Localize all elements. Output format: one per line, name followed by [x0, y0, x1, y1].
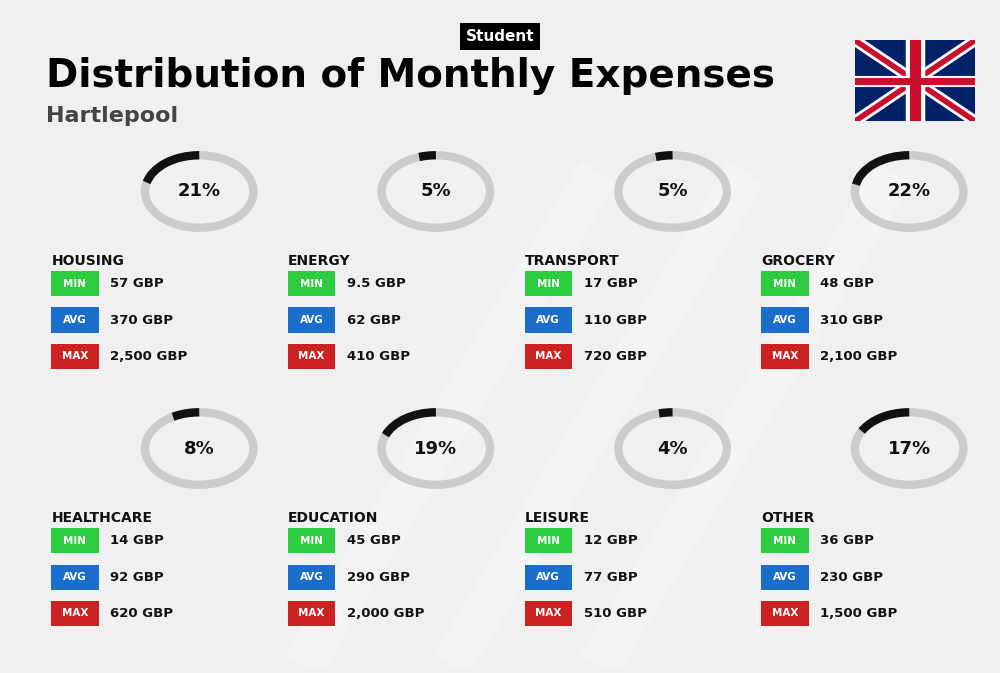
FancyBboxPatch shape [525, 308, 572, 332]
FancyBboxPatch shape [761, 344, 809, 369]
Text: Student: Student [466, 29, 534, 44]
Text: HEALTHCARE: HEALTHCARE [51, 511, 152, 525]
Text: 5%: 5% [421, 182, 451, 201]
Text: 2,100 GBP: 2,100 GBP [820, 350, 898, 363]
FancyBboxPatch shape [288, 528, 335, 553]
Text: EDUCATION: EDUCATION [288, 511, 378, 525]
Text: AVG: AVG [773, 572, 797, 582]
Text: MAX: MAX [62, 608, 88, 618]
FancyBboxPatch shape [288, 601, 335, 626]
Text: LEISURE: LEISURE [525, 511, 590, 525]
Text: 8%: 8% [184, 439, 215, 458]
Text: 110 GBP: 110 GBP [584, 314, 647, 326]
FancyBboxPatch shape [288, 344, 335, 369]
FancyBboxPatch shape [761, 528, 809, 553]
Text: 5%: 5% [657, 182, 688, 201]
Text: MIN: MIN [300, 536, 323, 546]
Text: 720 GBP: 720 GBP [584, 350, 647, 363]
FancyBboxPatch shape [525, 528, 572, 553]
Text: HOUSING: HOUSING [51, 254, 124, 268]
Text: 510 GBP: 510 GBP [584, 607, 647, 620]
Text: 57 GBP: 57 GBP [110, 277, 164, 290]
Text: MIN: MIN [537, 279, 560, 289]
Text: 2,500 GBP: 2,500 GBP [110, 350, 188, 363]
Text: Hartlepool: Hartlepool [46, 106, 179, 126]
Text: AVG: AVG [773, 315, 797, 325]
Text: 1,500 GBP: 1,500 GBP [820, 607, 898, 620]
Text: MAX: MAX [535, 351, 562, 361]
Text: MIN: MIN [300, 279, 323, 289]
FancyBboxPatch shape [51, 565, 99, 590]
Text: 21%: 21% [178, 182, 221, 201]
Text: MIN: MIN [63, 536, 86, 546]
Text: MAX: MAX [772, 351, 798, 361]
Text: ENERGY: ENERGY [288, 254, 351, 268]
FancyBboxPatch shape [761, 601, 809, 626]
Text: TRANSPORT: TRANSPORT [525, 254, 619, 268]
Text: 92 GBP: 92 GBP [110, 571, 164, 583]
Text: 9.5 GBP: 9.5 GBP [347, 277, 406, 290]
FancyBboxPatch shape [51, 308, 99, 332]
Text: 290 GBP: 290 GBP [347, 571, 410, 583]
Text: 45 GBP: 45 GBP [347, 534, 401, 547]
Text: AVG: AVG [63, 315, 87, 325]
FancyBboxPatch shape [288, 271, 335, 296]
Text: MAX: MAX [298, 608, 325, 618]
Text: 62 GBP: 62 GBP [347, 314, 401, 326]
Text: 36 GBP: 36 GBP [820, 534, 874, 547]
Text: 4%: 4% [657, 439, 688, 458]
FancyBboxPatch shape [525, 565, 572, 590]
Text: MIN: MIN [773, 279, 796, 289]
Text: MAX: MAX [535, 608, 562, 618]
Text: 370 GBP: 370 GBP [110, 314, 173, 326]
Text: 48 GBP: 48 GBP [820, 277, 874, 290]
Text: 12 GBP: 12 GBP [584, 534, 637, 547]
Text: 19%: 19% [414, 439, 457, 458]
FancyBboxPatch shape [51, 344, 99, 369]
Text: MIN: MIN [537, 536, 560, 546]
Text: 17 GBP: 17 GBP [584, 277, 637, 290]
Text: GROCERY: GROCERY [761, 254, 835, 268]
Text: 410 GBP: 410 GBP [347, 350, 410, 363]
Text: 17%: 17% [888, 439, 931, 458]
Text: 22%: 22% [888, 182, 931, 201]
FancyBboxPatch shape [761, 565, 809, 590]
Text: AVG: AVG [536, 572, 560, 582]
Text: 77 GBP: 77 GBP [584, 571, 637, 583]
FancyBboxPatch shape [288, 308, 335, 332]
Text: AVG: AVG [536, 315, 560, 325]
Text: MIN: MIN [773, 536, 796, 546]
Text: 2,000 GBP: 2,000 GBP [347, 607, 425, 620]
Text: Distribution of Monthly Expenses: Distribution of Monthly Expenses [46, 57, 775, 95]
FancyBboxPatch shape [525, 601, 572, 626]
Text: 620 GBP: 620 GBP [110, 607, 173, 620]
Text: 230 GBP: 230 GBP [820, 571, 883, 583]
Text: AVG: AVG [300, 572, 324, 582]
FancyBboxPatch shape [761, 308, 809, 332]
Text: MAX: MAX [298, 351, 325, 361]
Text: AVG: AVG [63, 572, 87, 582]
FancyBboxPatch shape [51, 601, 99, 626]
FancyBboxPatch shape [51, 528, 99, 553]
FancyBboxPatch shape [288, 565, 335, 590]
FancyBboxPatch shape [525, 344, 572, 369]
FancyBboxPatch shape [761, 271, 809, 296]
FancyBboxPatch shape [525, 271, 572, 296]
Text: MAX: MAX [772, 608, 798, 618]
Text: OTHER: OTHER [761, 511, 815, 525]
FancyBboxPatch shape [51, 271, 99, 296]
Text: AVG: AVG [300, 315, 324, 325]
Text: MAX: MAX [62, 351, 88, 361]
Text: 310 GBP: 310 GBP [820, 314, 883, 326]
Text: MIN: MIN [63, 279, 86, 289]
Text: 14 GBP: 14 GBP [110, 534, 164, 547]
